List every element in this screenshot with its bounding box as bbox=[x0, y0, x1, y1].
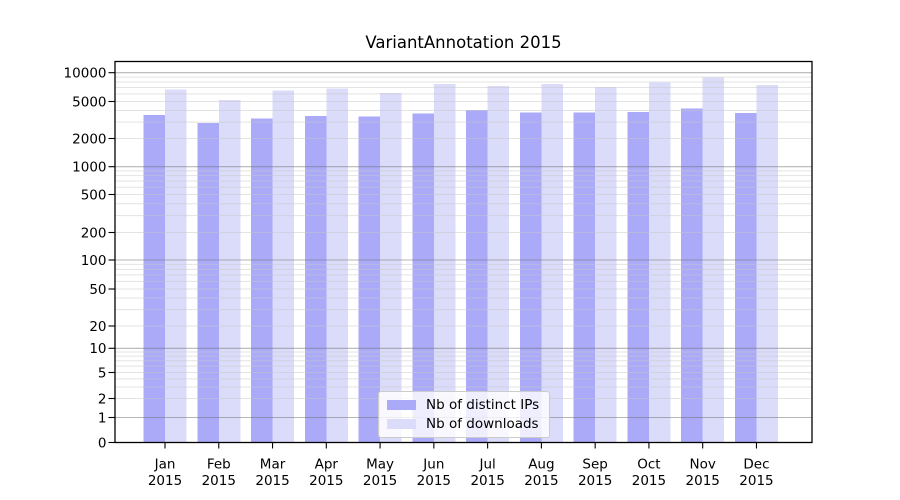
bar-nb-of-downloads-jun bbox=[433, 84, 456, 443]
x-tick-label-month-feb: Feb bbox=[207, 457, 231, 473]
y-tick-label-20: 20 bbox=[89, 319, 106, 335]
y-tick-label-5: 5 bbox=[98, 365, 107, 381]
y-tick-label-100: 100 bbox=[81, 253, 107, 269]
legend-item-downloads: Nb of downloads bbox=[387, 416, 539, 432]
x-tick-label-year-feb: 2015 bbox=[202, 473, 236, 489]
y-tick-label-10: 10 bbox=[89, 341, 106, 357]
x-tick-label-year-apr: 2015 bbox=[309, 473, 343, 489]
x-tick-label-year-jun: 2015 bbox=[417, 473, 451, 489]
legend-label-distinct-ips: Nb of distinct IPs bbox=[426, 397, 540, 413]
bar-nb-of-distinct-ips-apr bbox=[304, 115, 327, 443]
x-tick-label-year-mar: 2015 bbox=[255, 473, 289, 489]
bar-nb-of-distinct-ips-may bbox=[358, 116, 381, 443]
bar-nb-of-distinct-ips-aug bbox=[519, 112, 542, 443]
x-tick-label-month-apr: Apr bbox=[315, 457, 339, 473]
y-axis: 0 1 2 5 10 20 50 100 200 500 1000 2000 5000 10000 bbox=[64, 66, 115, 451]
bar-nb-of-distinct-ips-mar bbox=[251, 118, 273, 443]
x-tick-label-year-nov: 2015 bbox=[686, 473, 720, 489]
y-tick-label-2: 2 bbox=[98, 391, 107, 407]
x-tick-label-year-jul: 2015 bbox=[470, 473, 504, 489]
bar-nb-of-downloads-apr bbox=[326, 88, 348, 443]
bar-nb-of-downloads-oct bbox=[648, 82, 671, 443]
x-tick-label-month-nov: Nov bbox=[690, 457, 716, 473]
bar-nb-of-distinct-ips-jul bbox=[466, 110, 488, 443]
x-tick-label-month-sep: Sep bbox=[582, 457, 607, 473]
bar-nb-of-downloads-mar bbox=[272, 90, 295, 443]
gridlines-group bbox=[115, 72, 812, 419]
legend: Nb of distinct IPs Nb of downloads bbox=[378, 391, 551, 438]
y-tick-label-50: 50 bbox=[89, 282, 106, 298]
plot-border bbox=[114, 60, 813, 444]
chart-title: VariantAnnotation 2015 bbox=[365, 33, 562, 52]
y-tick-label-5000: 5000 bbox=[72, 94, 106, 110]
y-tick-label-200: 200 bbox=[81, 225, 107, 241]
bar-nb-of-downloads-dec bbox=[756, 85, 778, 443]
y-tick-label-10000: 10000 bbox=[64, 66, 107, 82]
x-tick-label-year-sep: 2015 bbox=[578, 473, 612, 489]
bar-nb-of-distinct-ips-oct bbox=[627, 112, 649, 443]
y-tick-label-1: 1 bbox=[98, 410, 107, 426]
x-tick-label-year-may: 2015 bbox=[363, 473, 397, 489]
bar-nb-of-downloads-aug bbox=[541, 84, 563, 443]
x-tick-label-year-jan: 2015 bbox=[148, 473, 182, 489]
x-axis: Jan2015Feb2015Mar2015Apr2015May2015Jun20… bbox=[148, 442, 774, 489]
x-tick-label-month-dec: Dec bbox=[743, 457, 769, 473]
bar-nb-of-distinct-ips-nov bbox=[681, 108, 703, 443]
x-tick-label-year-aug: 2015 bbox=[524, 473, 558, 489]
bars-group bbox=[143, 77, 778, 443]
y-tick-label-0: 0 bbox=[98, 435, 107, 451]
bar-nb-of-downloads-jan bbox=[165, 89, 187, 443]
bar-nb-of-distinct-ips-jan bbox=[143, 114, 165, 443]
x-tick-label-month-oct: Oct bbox=[637, 457, 660, 473]
y-tick-label-500: 500 bbox=[81, 187, 107, 203]
legend-swatch-distinct-ips bbox=[387, 400, 416, 410]
y-tick-label-2000: 2000 bbox=[72, 131, 106, 147]
x-tick-label-month-jan: Jan bbox=[154, 457, 176, 473]
x-tick-label-month-aug: Aug bbox=[528, 457, 554, 473]
y-tick-label-1000: 1000 bbox=[72, 160, 106, 176]
legend-swatch-downloads bbox=[387, 419, 416, 429]
x-tick-label-year-dec: 2015 bbox=[739, 473, 773, 489]
bar-nb-of-distinct-ips-feb bbox=[197, 122, 219, 443]
bar-nb-of-downloads-feb bbox=[218, 99, 241, 443]
x-tick-label-month-mar: Mar bbox=[260, 457, 286, 473]
x-tick-label-year-oct: 2015 bbox=[632, 473, 666, 489]
bar-nb-of-distinct-ips-sep bbox=[573, 112, 596, 443]
legend-item-distinct-ips: Nb of distinct IPs bbox=[387, 397, 539, 413]
bar-nb-of-distinct-ips-dec bbox=[734, 113, 757, 443]
x-tick-label-month-jun: Jun bbox=[422, 457, 444, 473]
x-tick-label-month-may: May bbox=[366, 457, 394, 473]
x-tick-label-month-jul: Jul bbox=[478, 457, 495, 473]
legend-label-downloads: Nb of downloads bbox=[426, 416, 539, 432]
